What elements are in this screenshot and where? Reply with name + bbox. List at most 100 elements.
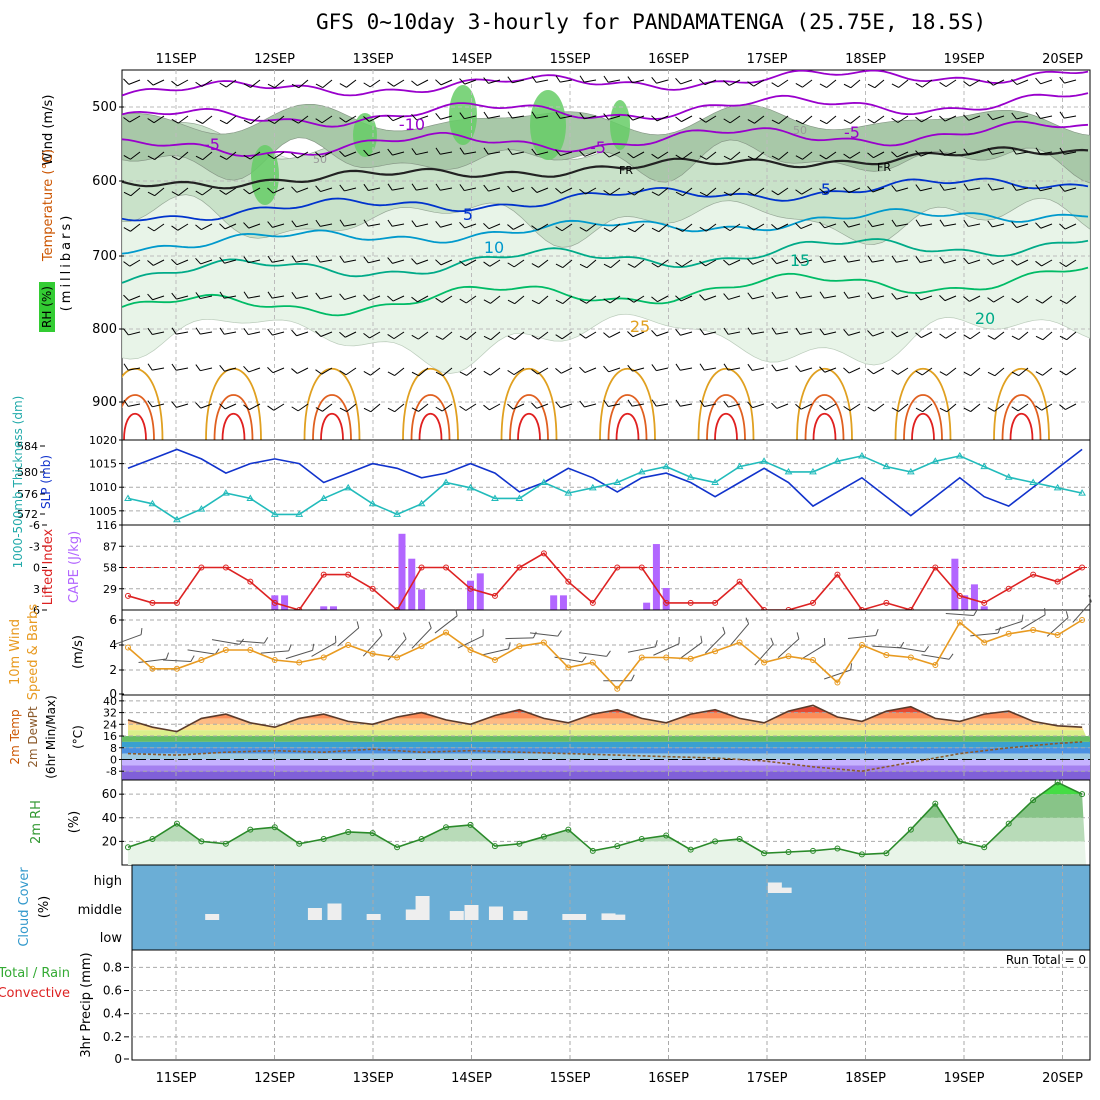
wind-barb [315,185,333,193]
barb-shaft [440,259,453,266]
wind10m-barb [236,637,269,644]
barb-shaft [800,223,813,229]
wind-barb [795,187,813,195]
lifted-index-point [1079,564,1086,571]
wind-barb [1011,147,1029,155]
barb-flag [651,115,658,122]
wind10m-barb [337,621,360,647]
barb-flag [819,404,826,411]
barb-flag [243,154,251,160]
temp-color-band [122,771,1090,780]
barb-shaft [753,79,765,87]
wind-barb [915,184,933,192]
barb-shaft [537,367,549,375]
wind-barb [147,400,165,408]
warm-contour-arch [221,412,246,440]
wind-barb [411,258,429,265]
barb-shaft [1018,367,1029,377]
lifted-index-point [198,564,205,571]
cape-y-label: 116 [96,519,117,532]
barb-shaft [921,654,950,660]
warm-contour-arch [303,367,361,440]
wind-barb [1035,222,1053,229]
barb-shaft [681,259,693,267]
barb-flag [435,335,443,340]
wind-barb [819,115,837,125]
wind-barb [291,220,309,228]
cape-bar [418,589,426,610]
temp-color-band [128,718,1086,725]
wind-barb [339,367,357,376]
slp-y-label: 1020 [89,434,117,447]
barb-flag [339,117,346,123]
wind-barb [507,259,525,268]
warm-contour-arch [697,367,755,440]
wind-barb [675,151,693,160]
barb-shaft [344,151,357,157]
wind-speed-point [858,642,865,648]
wind-barb [603,113,621,120]
barb-flag [651,262,659,268]
wind-speed-point [761,659,768,666]
run-total-label: Run Total = 0 [1006,953,1086,967]
date-tick-top: 12SEP [254,52,295,67]
barb-shaft [114,634,142,645]
contour-label: 25 [630,317,650,336]
barb-shaft [657,259,669,268]
barb-flag [267,153,275,160]
li-y-label: 3 [33,583,40,596]
wind-barb [915,331,933,339]
barb-flag [312,643,315,651]
barb-flag [123,399,129,407]
barb-flag [579,150,586,157]
wind-barb [531,223,549,231]
barb-shaft [537,223,549,231]
barb-shaft [584,115,597,120]
barb-shaft [874,403,885,412]
barb-flag [939,183,945,191]
barb-flag [795,119,804,125]
wind-barb [843,187,861,194]
barb-shaft [729,223,741,232]
barb-flag [387,115,394,122]
wind-barb [1011,367,1029,377]
barb-shaft [466,367,477,376]
wind-speed-point [198,657,205,663]
barb-shaft [681,115,693,123]
wind-barb [1035,403,1053,411]
barb-flag [428,621,432,629]
wind-barb [171,259,189,266]
thickness-line-point [662,462,671,470]
lifted-index-point [418,564,425,571]
lifted-index-point [712,599,719,606]
li-y-label: -3 [29,540,40,553]
barb-flag [195,402,202,409]
wind-barb [915,219,933,227]
barb-shaft [705,259,717,267]
wind-speed-point [687,655,694,662]
wind-barb [483,77,501,84]
barb-flag [195,119,203,124]
wind-speed-point [589,659,596,666]
barb-flag [291,119,299,124]
wind-barb [219,223,237,230]
barb-flag [411,371,420,377]
barb-shaft [1064,223,1077,230]
cloud-bar-middle [307,908,322,920]
wind-barb [315,151,333,158]
lifted-index-point [320,571,327,578]
barb-shaft [944,115,957,122]
wind-y-label: 4 [109,638,117,652]
temp2m-label-a: 2m Temp [8,709,22,764]
barb-flag [1011,371,1019,377]
wind-barb [939,403,957,413]
wind-barb [411,220,429,228]
barb-flag [267,291,273,299]
wind-barb [147,363,165,371]
barb-flag [243,328,249,335]
barb-shaft [824,367,837,373]
wind-barb [723,293,741,300]
barb-flag [219,291,225,299]
wind-barb [267,115,285,124]
cloud-bar-middle [601,913,616,920]
